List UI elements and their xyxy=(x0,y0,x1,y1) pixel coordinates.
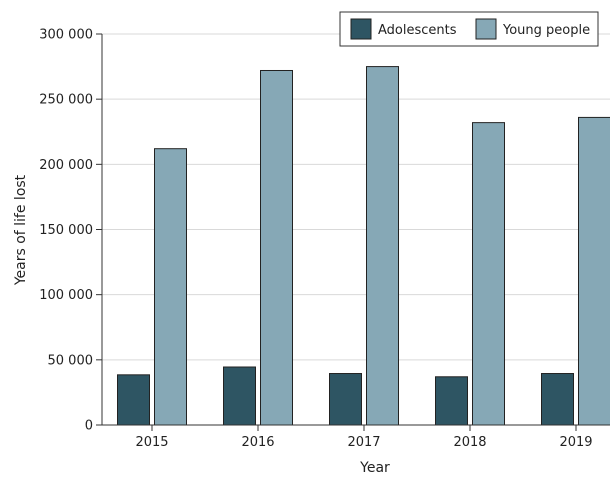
legend-box xyxy=(339,11,599,47)
bar-young-people-2016 xyxy=(260,69,293,426)
bars xyxy=(117,66,610,426)
y-tick-label: 150 000 xyxy=(39,223,93,238)
y-tick-label: 0 xyxy=(85,419,93,434)
y-tick-label: 200 000 xyxy=(39,158,93,173)
bar-adolescents-2019 xyxy=(541,373,574,426)
x-tick-label: 2019 xyxy=(559,435,592,450)
legend: Adolescents Young people xyxy=(339,11,599,47)
legend-label-young-people: Young people xyxy=(502,23,590,38)
y-tick-label: 100 000 xyxy=(39,288,93,303)
axes xyxy=(96,33,610,431)
y-tick-label: 50 000 xyxy=(48,353,94,368)
bar-young-people-2017 xyxy=(366,66,399,426)
y-tick-labels: 0 50 000 100 000 150 000 200 000 250 000 300 0… xyxy=(39,28,93,434)
y-tick-label: 300 000 xyxy=(39,28,93,43)
bar-adolescents-2017 xyxy=(329,373,362,426)
bar-adolescents-2016 xyxy=(223,366,256,426)
bar-adolescents-2015 xyxy=(117,374,150,426)
bar-adolescents-2018 xyxy=(435,376,468,426)
bar-young-people-2019 xyxy=(578,116,610,426)
legend-label-adolescents: Adolescents xyxy=(378,23,457,38)
x-tick-label: 2017 xyxy=(347,435,380,450)
x-axis-title: Year xyxy=(359,460,390,476)
bar-young-people-2018 xyxy=(472,122,505,426)
y-axis-title: Years of life lost xyxy=(13,174,29,286)
x-tick-label: 2015 xyxy=(135,435,168,450)
x-tick-label: 2016 xyxy=(241,435,274,450)
bar-young-people-2015 xyxy=(154,148,187,426)
y-tick-label: 250 000 xyxy=(39,93,93,108)
legend-swatch-young-people xyxy=(475,18,497,40)
x-tick-label: 2018 xyxy=(453,435,486,450)
x-tick-labels: 2015 2016 2017 2018 2019 xyxy=(135,435,592,450)
legend-swatch-adolescents xyxy=(350,18,372,40)
